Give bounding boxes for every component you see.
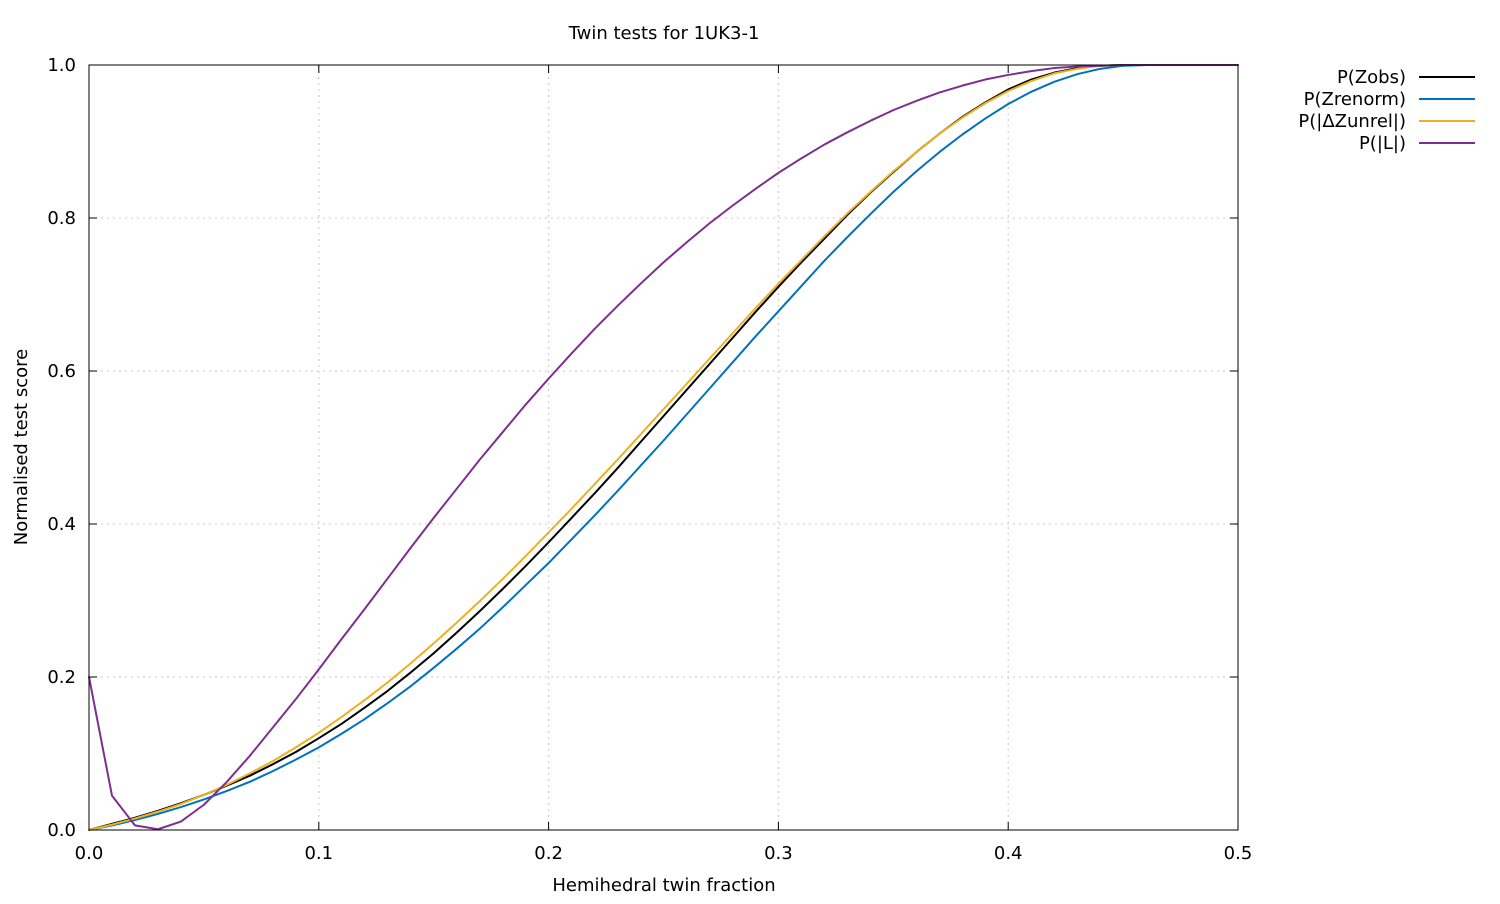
legend-label-2: P(|ΔZunrel|) [1298, 111, 1406, 132]
grid-layer [89, 65, 1238, 830]
legend-label-3: P(|L|) [1359, 133, 1406, 154]
x-tick-label: 0.4 [994, 843, 1023, 864]
y-tick-label: 0.2 [47, 667, 76, 688]
series-line-3 [88, 64, 1239, 831]
y-tick-label: 0.8 [47, 208, 76, 229]
series-line-0 [88, 64, 1239, 831]
chart-title: Twin tests for 1UK3-1 [568, 23, 760, 44]
x-tick-label: 0.1 [304, 843, 333, 864]
x-tick-label: 0.5 [1224, 843, 1253, 864]
legend: P(Zobs)P(Zrenorm)P(|ΔZunrel|)P(|L|) [1298, 67, 1475, 154]
legend-label-1: P(Zrenorm) [1304, 89, 1406, 110]
legend-label-0: P(Zobs) [1337, 67, 1406, 88]
y-tick-label: 0.4 [47, 514, 76, 535]
y-tick-label: 0.6 [47, 361, 76, 382]
series-line-1 [88, 64, 1239, 831]
x-axis-label: Hemihedral twin fraction [552, 875, 775, 896]
x-tick-label: 0.3 [764, 843, 793, 864]
series-line-2 [88, 64, 1239, 831]
x-tick-label: 0.2 [534, 843, 563, 864]
tick-layer: 0.0 0.1 0.2 0.3 0.4 0.5 0.0 0.2 0.4 0.6 0.8 1.0 [47, 55, 1252, 864]
plot-frame [88, 64, 1239, 831]
y-axis-label: Normalised test score [11, 349, 32, 545]
y-tick-label: 0.0 [47, 820, 76, 841]
x-tick-label: 0.0 [75, 843, 104, 864]
y-tick-label: 1.0 [47, 55, 76, 76]
series-layer [88, 64, 1239, 831]
